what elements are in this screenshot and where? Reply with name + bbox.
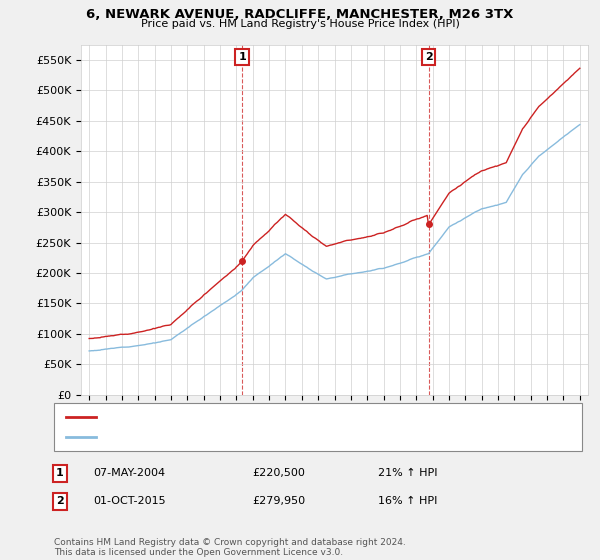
Text: 16% ↑ HPI: 16% ↑ HPI [378, 496, 437, 506]
Text: £279,950: £279,950 [252, 496, 305, 506]
Text: Price paid vs. HM Land Registry's House Price Index (HPI): Price paid vs. HM Land Registry's House … [140, 19, 460, 29]
Text: HPI: Average price, detached house, Bury: HPI: Average price, detached house, Bury [103, 432, 320, 442]
Text: 07-MAY-2004: 07-MAY-2004 [93, 468, 165, 478]
Text: 2: 2 [425, 52, 433, 62]
Text: 6, NEWARK AVENUE, RADCLIFFE, MANCHESTER, M26 3TX: 6, NEWARK AVENUE, RADCLIFFE, MANCHESTER,… [86, 8, 514, 21]
Text: £220,500: £220,500 [252, 468, 305, 478]
Text: 1: 1 [238, 52, 246, 62]
Text: Contains HM Land Registry data © Crown copyright and database right 2024.
This d: Contains HM Land Registry data © Crown c… [54, 538, 406, 557]
Text: 1: 1 [56, 468, 64, 478]
Text: 01-OCT-2015: 01-OCT-2015 [93, 496, 166, 506]
Text: 21% ↑ HPI: 21% ↑ HPI [378, 468, 437, 478]
Text: 2: 2 [56, 496, 64, 506]
Text: 6, NEWARK AVENUE, RADCLIFFE, MANCHESTER, M26 3TX (detached house): 6, NEWARK AVENUE, RADCLIFFE, MANCHESTER,… [103, 412, 494, 422]
